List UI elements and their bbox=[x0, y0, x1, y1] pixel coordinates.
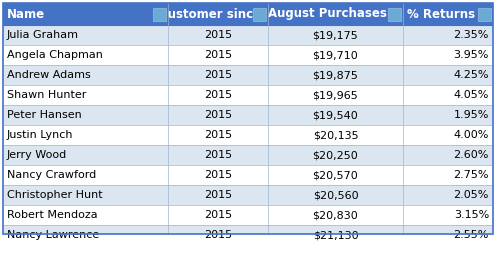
Text: $20,830: $20,830 bbox=[313, 210, 358, 220]
Text: Peter Hansen: Peter Hansen bbox=[7, 110, 82, 120]
Text: 2015: 2015 bbox=[204, 230, 232, 240]
Text: 4.00%: 4.00% bbox=[454, 130, 489, 140]
Text: 2015: 2015 bbox=[204, 170, 232, 180]
Bar bbox=[3, 105, 493, 125]
Text: August Purchases: August Purchases bbox=[268, 7, 387, 21]
Bar bbox=[3, 25, 493, 45]
Bar bbox=[388, 7, 401, 21]
Bar bbox=[3, 65, 493, 85]
Text: Julia Graham: Julia Graham bbox=[7, 30, 79, 40]
Text: 1.95%: 1.95% bbox=[454, 110, 489, 120]
Bar bbox=[3, 185, 493, 205]
Bar bbox=[478, 7, 491, 21]
Bar bbox=[3, 125, 493, 145]
Text: $20,135: $20,135 bbox=[313, 130, 358, 140]
Text: ▾: ▾ bbox=[257, 9, 262, 19]
Text: Nancy Crawford: Nancy Crawford bbox=[7, 170, 96, 180]
Text: Robert Mendoza: Robert Mendoza bbox=[7, 210, 98, 220]
Text: $20,570: $20,570 bbox=[313, 170, 358, 180]
Bar bbox=[3, 205, 493, 225]
Text: 3.15%: 3.15% bbox=[454, 210, 489, 220]
Bar bbox=[3, 45, 493, 65]
Bar bbox=[3, 3, 493, 234]
Text: $19,540: $19,540 bbox=[313, 110, 358, 120]
Text: Andrew Adams: Andrew Adams bbox=[7, 70, 91, 80]
Text: 2.55%: 2.55% bbox=[454, 230, 489, 240]
Text: 2015: 2015 bbox=[204, 70, 232, 80]
Text: $20,560: $20,560 bbox=[313, 190, 358, 200]
Text: $19,175: $19,175 bbox=[313, 30, 358, 40]
Text: Angela Chapman: Angela Chapman bbox=[7, 50, 103, 60]
Text: Christopher Hunt: Christopher Hunt bbox=[7, 190, 103, 200]
Text: % Returns: % Returns bbox=[407, 7, 475, 21]
Text: Customer since: Customer since bbox=[159, 7, 261, 21]
Text: 2015: 2015 bbox=[204, 150, 232, 160]
Text: 2015: 2015 bbox=[204, 110, 232, 120]
Bar bbox=[3, 145, 493, 165]
Bar bbox=[3, 85, 493, 105]
Text: 2015: 2015 bbox=[204, 30, 232, 40]
Text: 2.75%: 2.75% bbox=[454, 170, 489, 180]
Bar bbox=[3, 3, 493, 25]
Text: $19,875: $19,875 bbox=[312, 70, 358, 80]
Bar bbox=[3, 165, 493, 185]
Text: $20,250: $20,250 bbox=[313, 150, 358, 160]
Bar bbox=[253, 7, 266, 21]
Text: 2.05%: 2.05% bbox=[454, 190, 489, 200]
Text: ▾: ▾ bbox=[392, 9, 397, 19]
Text: 3.95%: 3.95% bbox=[454, 50, 489, 60]
Text: 2.60%: 2.60% bbox=[454, 150, 489, 160]
Text: Jerry Wood: Jerry Wood bbox=[7, 150, 67, 160]
Text: 2015: 2015 bbox=[204, 130, 232, 140]
Text: 4.05%: 4.05% bbox=[454, 90, 489, 100]
Text: 2015: 2015 bbox=[204, 90, 232, 100]
Text: Name: Name bbox=[7, 7, 45, 21]
Text: 2015: 2015 bbox=[204, 210, 232, 220]
Text: $19,965: $19,965 bbox=[313, 90, 358, 100]
Text: 2015: 2015 bbox=[204, 190, 232, 200]
Text: ▾: ▾ bbox=[482, 9, 487, 19]
Text: 2015: 2015 bbox=[204, 50, 232, 60]
Text: 2.35%: 2.35% bbox=[454, 30, 489, 40]
Bar bbox=[153, 7, 166, 21]
Text: 4.25%: 4.25% bbox=[454, 70, 489, 80]
Text: Justin Lynch: Justin Lynch bbox=[7, 130, 73, 140]
Text: Nancy Lawrence: Nancy Lawrence bbox=[7, 230, 99, 240]
Text: ▾: ▾ bbox=[157, 9, 162, 19]
Bar bbox=[3, 225, 493, 234]
Text: $19,710: $19,710 bbox=[313, 50, 358, 60]
Text: Shawn Hunter: Shawn Hunter bbox=[7, 90, 86, 100]
Text: $21,130: $21,130 bbox=[313, 230, 358, 240]
